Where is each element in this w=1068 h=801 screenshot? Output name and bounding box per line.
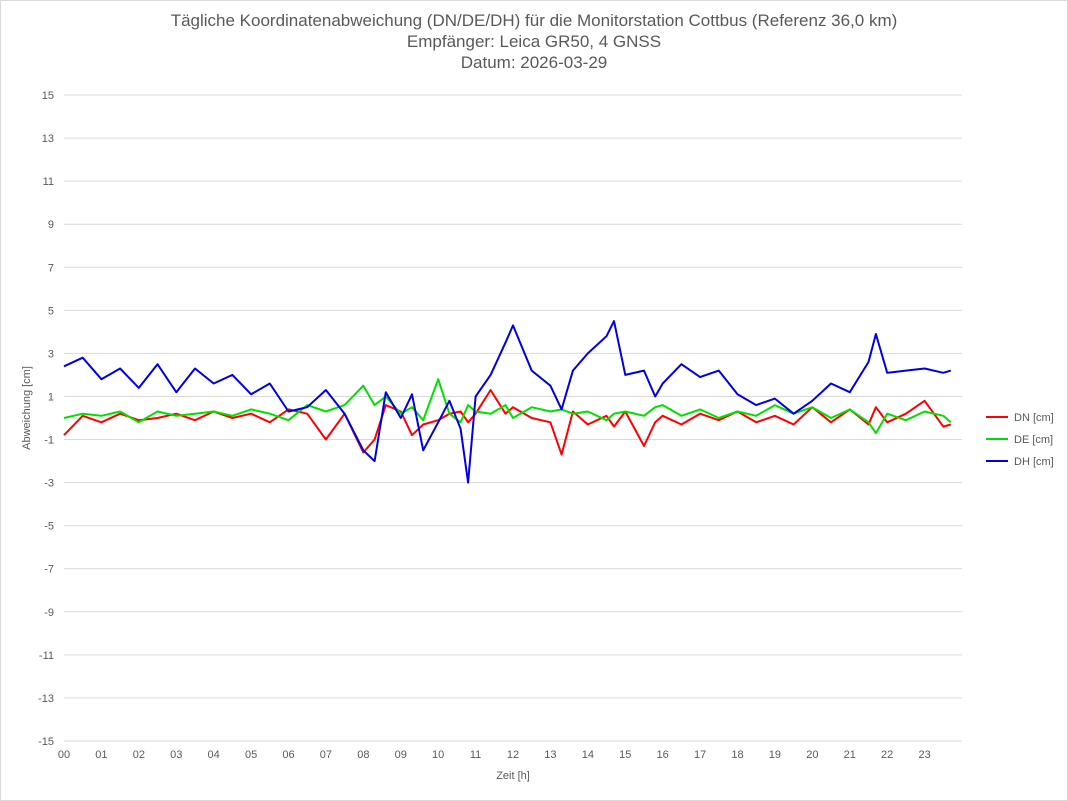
legend-label: DN [cm] xyxy=(1014,412,1054,424)
x-tick-label: 06 xyxy=(282,749,294,761)
y-tick-label: -13 xyxy=(38,693,54,705)
x-tick-label: 20 xyxy=(806,749,818,761)
chart-title-line-2: Empfänger: Leica GR50, 4 GNSS xyxy=(406,32,662,51)
y-tick-label: -3 xyxy=(44,478,54,490)
x-tick-label: 13 xyxy=(544,749,556,761)
series-lines xyxy=(63,320,952,484)
x-tick-label: 18 xyxy=(731,749,743,761)
x-tick-label: 02 xyxy=(133,749,145,761)
x-tick-label: 09 xyxy=(395,749,407,761)
y-tick-label: 7 xyxy=(48,262,54,274)
y-tick-label: -1 xyxy=(44,435,54,447)
grid-lines xyxy=(64,94,962,742)
legend-label: DE [cm] xyxy=(1014,434,1053,446)
x-axis-ticks: 00 01 02 03 04 05 06 07 08 09 10 11 12 13 14 15 16 17 18 19… xyxy=(58,749,931,761)
y-tick-label: 1 xyxy=(48,391,54,403)
y-tick-label: 3 xyxy=(48,348,54,360)
x-tick-label: 00 xyxy=(58,749,70,761)
x-tick-label: 21 xyxy=(844,749,856,761)
y-tick-label: -11 xyxy=(39,650,54,662)
y-tick-label: 11 xyxy=(43,176,54,188)
y-axis-title: Abweichung [cm] xyxy=(21,366,33,450)
x-tick-label: 04 xyxy=(208,749,220,761)
x-tick-label: 23 xyxy=(918,749,930,761)
y-tick-label: -9 xyxy=(44,607,54,619)
x-tick-label: 07 xyxy=(320,749,332,761)
x-tick-label: 14 xyxy=(582,749,594,761)
x-tick-label: 10 xyxy=(432,749,444,761)
series-line-2 xyxy=(63,378,952,435)
x-tick-label: 08 xyxy=(357,749,369,761)
legend-label: DH [cm] xyxy=(1014,456,1054,468)
chart-title-line-3: Datum: 2026-03-29 xyxy=(460,53,608,72)
y-tick-label: 13 xyxy=(42,133,54,145)
chart-title: Tägliche Koordinatenabweichung (DN/DE/DH… xyxy=(0,10,1068,73)
series-line-1 xyxy=(63,389,952,456)
y-tick-label: 15 xyxy=(42,90,54,102)
y-tick-label: -5 xyxy=(44,521,54,533)
x-tick-label: 05 xyxy=(245,749,257,761)
x-tick-label: 12 xyxy=(507,749,519,761)
x-tick-label: 22 xyxy=(881,749,893,761)
x-tick-label: 03 xyxy=(170,749,182,761)
x-axis-title: Zeit [h] xyxy=(496,770,530,782)
x-tick-label: 19 xyxy=(769,749,781,761)
x-tick-label: 17 xyxy=(694,749,706,761)
y-tick-label: 5 xyxy=(48,305,54,317)
x-tick-label: 11 xyxy=(470,749,481,761)
y-tick-label: 9 xyxy=(48,219,54,231)
chart-title-line-1: Tägliche Koordinatenabweichung (DN/DE/DH… xyxy=(170,11,898,30)
series-line-3 xyxy=(63,320,952,484)
x-tick-label: 16 xyxy=(657,749,669,761)
y-tick-label: -15 xyxy=(38,736,54,748)
x-tick-label: 01 xyxy=(95,749,107,761)
y-tick-label: -7 xyxy=(44,564,54,576)
legend: DN [cm] DE [cm] DH [cm] xyxy=(986,412,1054,468)
x-tick-label: 15 xyxy=(619,749,631,761)
y-axis-ticks: 15 13 11 9 7 5 3 1 -1 -3 -5 -7 -9 -11 -13 -15 xyxy=(38,90,54,748)
